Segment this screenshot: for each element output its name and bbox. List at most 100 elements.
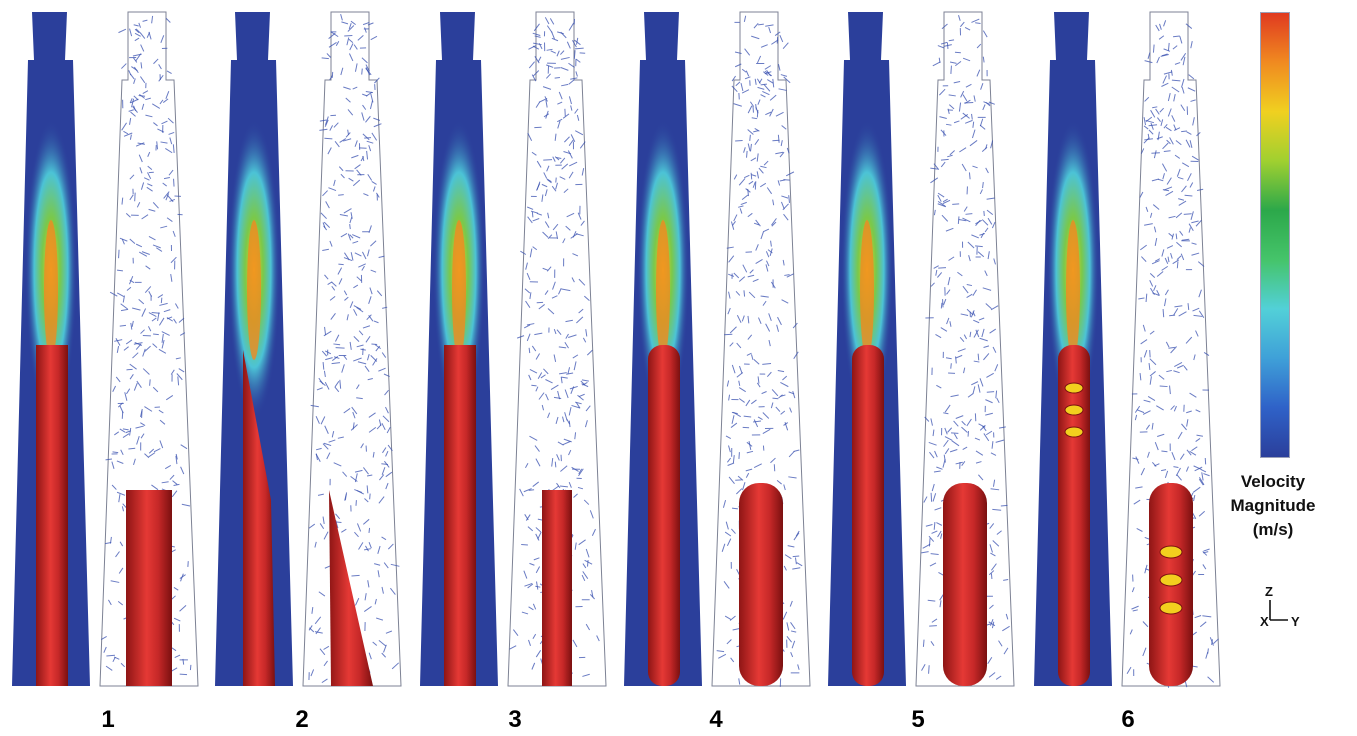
velocity-vector	[572, 230, 577, 238]
velocity-vector	[566, 212, 575, 218]
velocity-vector	[785, 171, 795, 177]
velocity-vector	[756, 153, 759, 162]
velocity-vector	[109, 291, 118, 297]
velocity-vector	[962, 94, 968, 102]
velocity-vector	[546, 64, 554, 68]
velocity-vector	[584, 420, 588, 428]
velocity-vector	[921, 664, 926, 671]
velocity-vector	[1175, 467, 1181, 477]
velocity-vector	[135, 243, 143, 248]
velocity-vector	[551, 37, 559, 42]
velocity-vector	[988, 621, 996, 627]
velocity-vector	[1195, 330, 1199, 337]
velocity-vector	[174, 303, 179, 309]
velocity-vector	[992, 508, 1002, 511]
velocity-vector	[356, 307, 364, 313]
velocity-vector	[531, 662, 536, 670]
velocity-vector	[368, 145, 372, 152]
velocity-vector	[731, 507, 738, 510]
velocity-vector	[1159, 107, 1164, 113]
velocity-vector	[120, 662, 126, 668]
velocity-vector	[535, 585, 541, 588]
velocity-vector	[118, 28, 127, 34]
velocity-vector	[943, 439, 949, 447]
velocity-vector	[151, 103, 161, 109]
velocity-vector	[153, 448, 161, 453]
velocity-vector	[1152, 106, 1158, 109]
velocity-vector	[133, 105, 137, 111]
velocity-vector	[1168, 215, 1176, 219]
velocity-vector	[146, 32, 150, 38]
velocity-vector	[982, 56, 985, 63]
velocity-vector	[316, 387, 323, 391]
velocity-vector	[755, 259, 763, 265]
velocity-vector	[373, 117, 381, 121]
velocity-vector	[1203, 551, 1209, 554]
velocity-vector	[1159, 385, 1168, 388]
velocity-vector	[356, 344, 364, 348]
velocity-vector	[940, 129, 947, 136]
velocity-vector	[975, 245, 983, 248]
velocity-vector	[331, 71, 334, 78]
velocity-vector	[958, 15, 961, 21]
velocity-vector	[767, 79, 774, 84]
velocity-vector	[1175, 233, 1178, 240]
velocity-vector	[537, 372, 543, 379]
velocity-vector	[756, 171, 760, 179]
velocity-vector	[360, 348, 366, 351]
tube-hole	[1159, 573, 1183, 587]
velocity-vector	[585, 405, 591, 412]
velocity-vector	[118, 567, 124, 574]
velocity-vector	[959, 147, 967, 153]
velocity-vector	[365, 115, 371, 123]
velocity-vector	[922, 543, 931, 549]
velocity-vector	[793, 532, 800, 541]
velocity-vector	[1136, 528, 1143, 532]
velocity-vector	[374, 77, 380, 84]
velocity-vector	[351, 154, 359, 159]
velocity-vector	[765, 251, 770, 258]
velocity-vector	[1172, 259, 1180, 265]
velocity-vector	[343, 208, 352, 214]
velocity-vector	[577, 394, 584, 401]
velocity-vector	[326, 53, 332, 58]
velocity-vector	[1135, 486, 1143, 489]
velocity-vector	[1165, 126, 1172, 132]
velocity-vector	[552, 281, 556, 290]
velocity-vector	[333, 179, 336, 186]
velocity-vector	[180, 444, 188, 450]
velocity-vector	[570, 77, 578, 80]
velocity-vector	[324, 381, 330, 390]
velocity-vector	[344, 252, 350, 261]
velocity-vector	[572, 253, 579, 257]
velocity-vector	[556, 454, 560, 461]
case-label: 1	[101, 706, 115, 733]
velocity-vector	[742, 482, 746, 491]
velocity-vector	[739, 208, 743, 214]
velocity-vector	[543, 113, 550, 118]
velocity-vector	[961, 420, 966, 426]
velocity-vector	[325, 201, 330, 209]
velocity-vector	[324, 350, 332, 355]
velocity-vector	[730, 657, 735, 663]
velocity-vector	[948, 104, 955, 110]
velocity-vector	[581, 168, 585, 176]
velocity-vector	[372, 451, 375, 458]
velocity-vector	[589, 594, 595, 600]
velocity-vector	[1156, 290, 1160, 296]
velocity-vector	[129, 279, 135, 284]
velocity-vector	[940, 302, 943, 309]
velocity-vector	[751, 117, 758, 120]
colorbar-title-line2: Magnitude	[1230, 496, 1316, 515]
velocity-vector	[961, 426, 968, 433]
velocity-vector	[158, 64, 162, 70]
vector-panel	[99, 11, 199, 687]
velocity-vector	[792, 322, 798, 329]
velocity-vector	[753, 359, 760, 365]
velocity-vector	[745, 472, 750, 478]
velocity-vector	[568, 334, 577, 338]
velocity-vector	[991, 221, 996, 229]
velocity-vector	[1134, 414, 1138, 421]
velocity-vector	[111, 461, 115, 469]
velocity-vector	[961, 163, 967, 172]
